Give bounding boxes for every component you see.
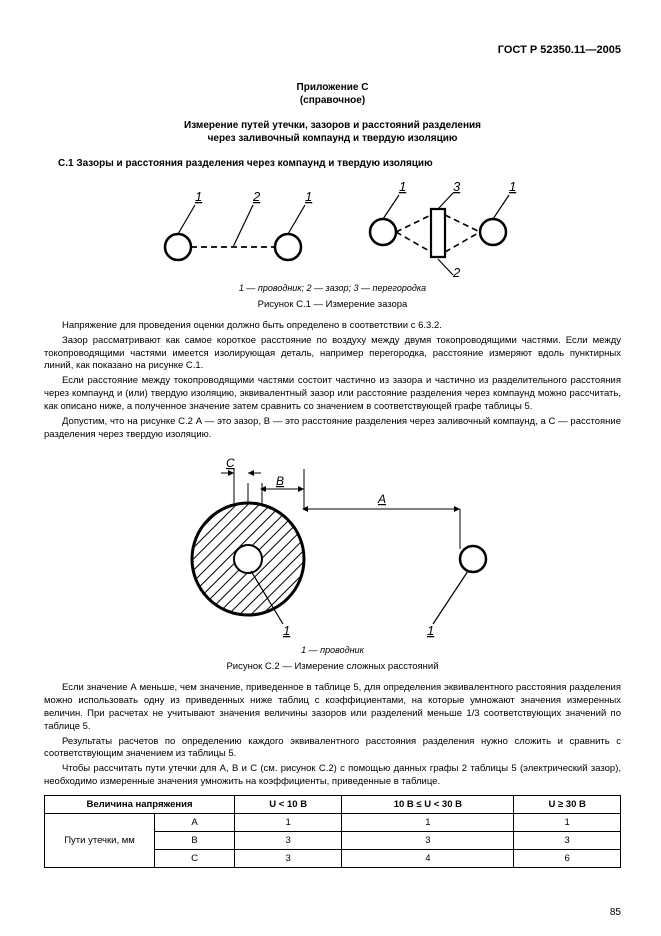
fig1-label-1c: 1 bbox=[399, 179, 406, 194]
appendix-title-line1: Измерение путей утечки, зазоров и рассто… bbox=[44, 120, 621, 131]
para-7: Чтобы рассчитать пути утечки для А, В и … bbox=[44, 763, 621, 789]
td-a3: 1 bbox=[514, 813, 621, 831]
fig1-caption: Рисунок С.1 — Измерение зазора bbox=[44, 299, 621, 310]
para-1: Напряжение для проведения оценки должно … bbox=[44, 320, 621, 333]
appendix-title-line2: через заливочный компаунд и твердую изол… bbox=[44, 133, 621, 144]
figure-c1: 1 2 1 1 3 1 2 1 — проводник; 2 bbox=[44, 177, 621, 310]
appendix-note: (справочное) bbox=[44, 95, 621, 106]
td-a2: 1 bbox=[342, 813, 514, 831]
fig1-legend: 1 — проводник; 2 — зазор; 3 — перегородк… bbox=[44, 283, 621, 293]
td-labelC: С bbox=[155, 849, 235, 867]
fig1-label-2: 2 bbox=[252, 189, 261, 204]
td-b3: 3 bbox=[514, 831, 621, 849]
figure-c2: C B A 1 1 1 — проводник Рисунок С.2 — Из… bbox=[44, 449, 621, 672]
td-c2: 4 bbox=[342, 849, 514, 867]
td-c1: 3 bbox=[235, 849, 342, 867]
fig2-caption: Рисунок С.2 — Измерение сложных расстоян… bbox=[44, 661, 621, 672]
td-b2: 3 bbox=[342, 831, 514, 849]
fig1-label-2b: 2 bbox=[452, 265, 461, 277]
appendix-label: Приложение С bbox=[44, 82, 621, 93]
fig2-label-1a: 1 bbox=[283, 623, 290, 638]
table-row: Пути утечки, мм А 1 1 1 bbox=[45, 813, 621, 831]
fig2-label-c: C bbox=[226, 456, 235, 470]
para-5: Если значение А меньше, чем значение, пр… bbox=[44, 682, 621, 733]
figure-c2-svg: C B A 1 1 bbox=[133, 449, 533, 639]
figure-c1-svg: 1 2 1 1 3 1 2 bbox=[123, 177, 543, 277]
td-b1: 3 bbox=[235, 831, 342, 849]
para-2: Зазор рассматривают как самое короткое р… bbox=[44, 335, 621, 373]
para-4: Допустим, что на рисунке С.2 А — это заз… bbox=[44, 416, 621, 442]
th-u1: U < 10 В bbox=[235, 795, 342, 813]
td-a1: 1 bbox=[235, 813, 342, 831]
fig2-legend: 1 — проводник bbox=[44, 645, 621, 655]
td-labelB: В bbox=[155, 831, 235, 849]
coeff-table: Величина напряжения U < 10 В 10 В ≤ U < … bbox=[44, 795, 621, 868]
standard-number: ГОСТ Р 52350.11—2005 bbox=[44, 44, 621, 56]
fig1-label-1a: 1 bbox=[195, 189, 202, 204]
th-voltage: Величина напряжения bbox=[45, 795, 235, 813]
td-labelA: А bbox=[155, 813, 235, 831]
page-number: 85 bbox=[610, 907, 621, 918]
section-c1: С.1 Зазоры и расстояния разделения через… bbox=[58, 158, 621, 169]
fig1-label-3: 3 bbox=[453, 179, 461, 194]
fig2-label-b: B bbox=[276, 474, 284, 488]
para-3: Если расстояние между токопроводящими ча… bbox=[44, 375, 621, 413]
th-u3: U ≥ 30 В bbox=[514, 795, 621, 813]
para-6: Результаты расчетов по определению каждо… bbox=[44, 736, 621, 762]
fig2-label-1b: 1 bbox=[427, 623, 434, 638]
table-header-row: Величина напряжения U < 10 В 10 В ≤ U < … bbox=[45, 795, 621, 813]
td-c3: 6 bbox=[514, 849, 621, 867]
td-rowgroup: Пути утечки, мм bbox=[45, 813, 155, 867]
th-u2: 10 В ≤ U < 30 В bbox=[342, 795, 514, 813]
fig1-label-1b: 1 bbox=[305, 189, 312, 204]
page: ГОСТ Р 52350.11—2005 Приложение С (справ… bbox=[0, 0, 661, 936]
fig2-label-a: A bbox=[377, 492, 386, 506]
fig1-label-1d: 1 bbox=[509, 179, 516, 194]
